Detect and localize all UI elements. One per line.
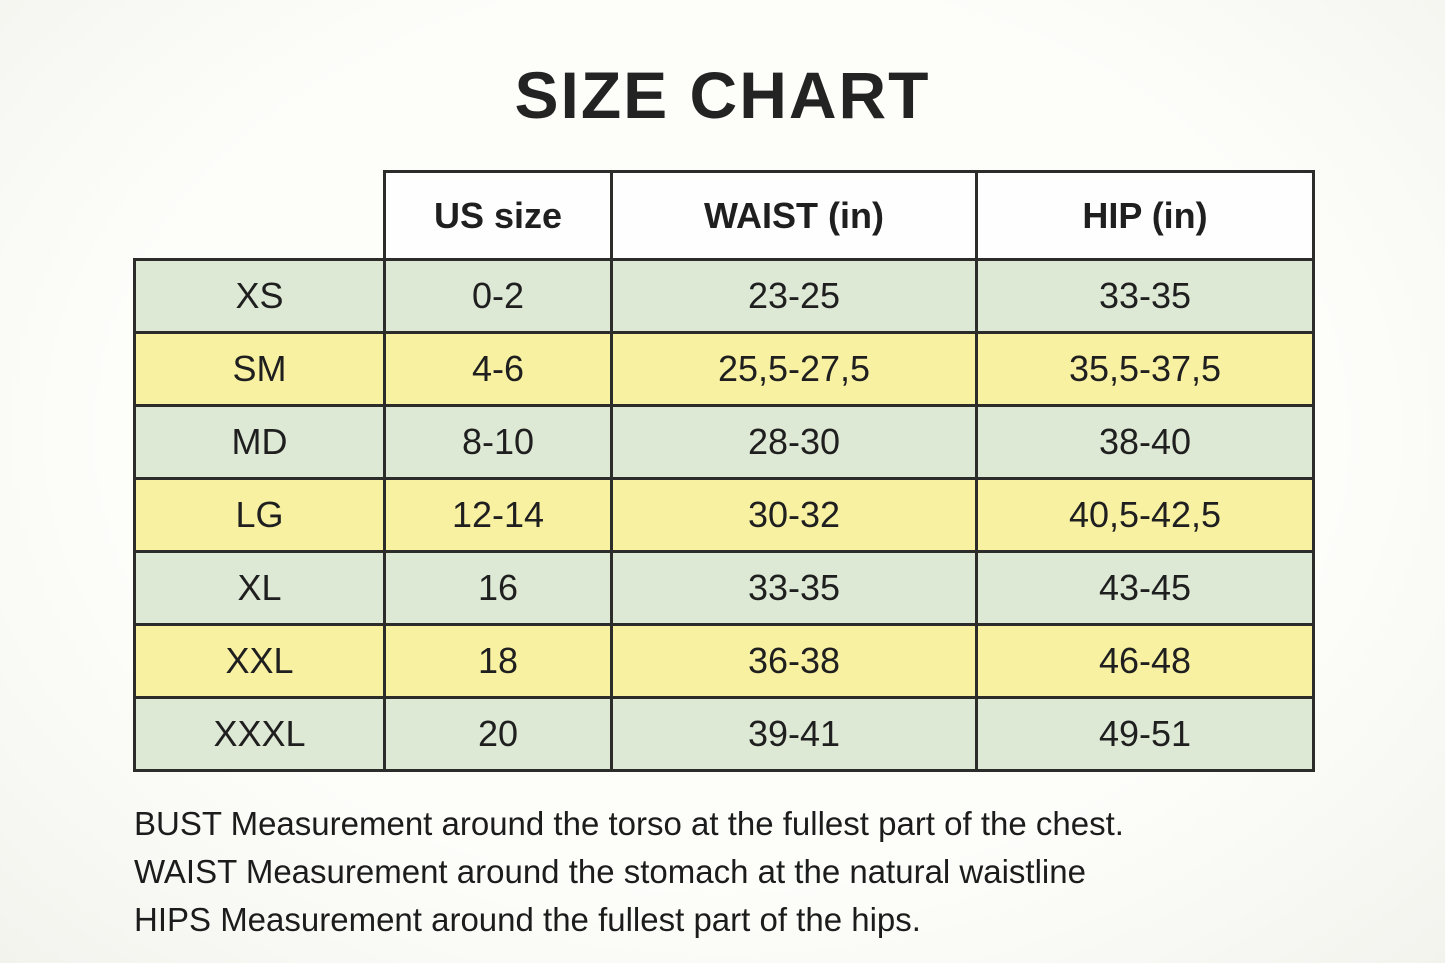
- waist-cell: 33-35: [610, 550, 978, 626]
- note-hips: HIPS Measurement around the fullest part…: [134, 901, 921, 938]
- waist-cell: 39-41: [610, 696, 978, 772]
- size-cell: LG: [133, 477, 386, 553]
- hip-cell: 40,5-42,5: [975, 477, 1315, 553]
- note-waist: WAIST Measurement around the stomach at …: [134, 853, 1086, 890]
- us-size-cell: 12-14: [383, 477, 613, 553]
- table-row-xxxl: XXXL 20 39-41 49-51: [133, 696, 1315, 772]
- us-size-cell: 4-6: [383, 331, 613, 407]
- measurement-notes: BUST Measurement around the torso at the…: [134, 800, 1334, 944]
- us-size-cell: 16: [383, 550, 613, 626]
- table-row-xs: XS 0-2 23-25 33-35: [133, 258, 1315, 334]
- waist-cell: 30-32: [610, 477, 978, 553]
- waist-cell: 25,5-27,5: [610, 331, 978, 407]
- waist-cell: 28-30: [610, 404, 978, 480]
- table-header-row: US size WAIST (in) HIP (in): [135, 170, 1315, 261]
- waist-cell: 36-38: [610, 623, 978, 699]
- empty-corner-cell: [135, 172, 385, 260]
- size-cell: SM: [133, 331, 386, 407]
- size-table: US size WAIST (in) HIP (in) XS 0-2 23-25…: [133, 170, 1315, 772]
- table-row-xl: XL 16 33-35 43-45: [133, 550, 1315, 626]
- header-cell-us-size: US size: [383, 170, 613, 261]
- header-cell-waist: WAIST (in): [610, 170, 978, 261]
- us-size-cell: 0-2: [383, 258, 613, 334]
- waist-cell: 23-25: [610, 258, 978, 334]
- table-row-sm: SM 4-6 25,5-27,5 35,5-37,5: [133, 331, 1315, 407]
- table-row-lg: LG 12-14 30-32 40,5-42,5: [133, 477, 1315, 553]
- us-size-cell: 8-10: [383, 404, 613, 480]
- header-cell-hip: HIP (in): [975, 170, 1315, 261]
- hip-cell: 49-51: [975, 696, 1315, 772]
- us-size-cell: 18: [383, 623, 613, 699]
- table-row-md: MD 8-10 28-30 38-40: [133, 404, 1315, 480]
- table-row-xxl: XXL 18 36-38 46-48: [133, 623, 1315, 699]
- hip-cell: 38-40: [975, 404, 1315, 480]
- hip-cell: 46-48: [975, 623, 1315, 699]
- size-cell: XXXL: [133, 696, 386, 772]
- size-cell: MD: [133, 404, 386, 480]
- size-cell: XS: [133, 258, 386, 334]
- page-title: SIZE CHART: [514, 58, 931, 132]
- us-size-cell: 20: [383, 696, 613, 772]
- size-cell: XXL: [133, 623, 386, 699]
- note-bust: BUST Measurement around the torso at the…: [134, 805, 1124, 842]
- size-cell: XL: [133, 550, 386, 626]
- hip-cell: 35,5-37,5: [975, 331, 1315, 407]
- hip-cell: 43-45: [975, 550, 1315, 626]
- hip-cell: 33-35: [975, 258, 1315, 334]
